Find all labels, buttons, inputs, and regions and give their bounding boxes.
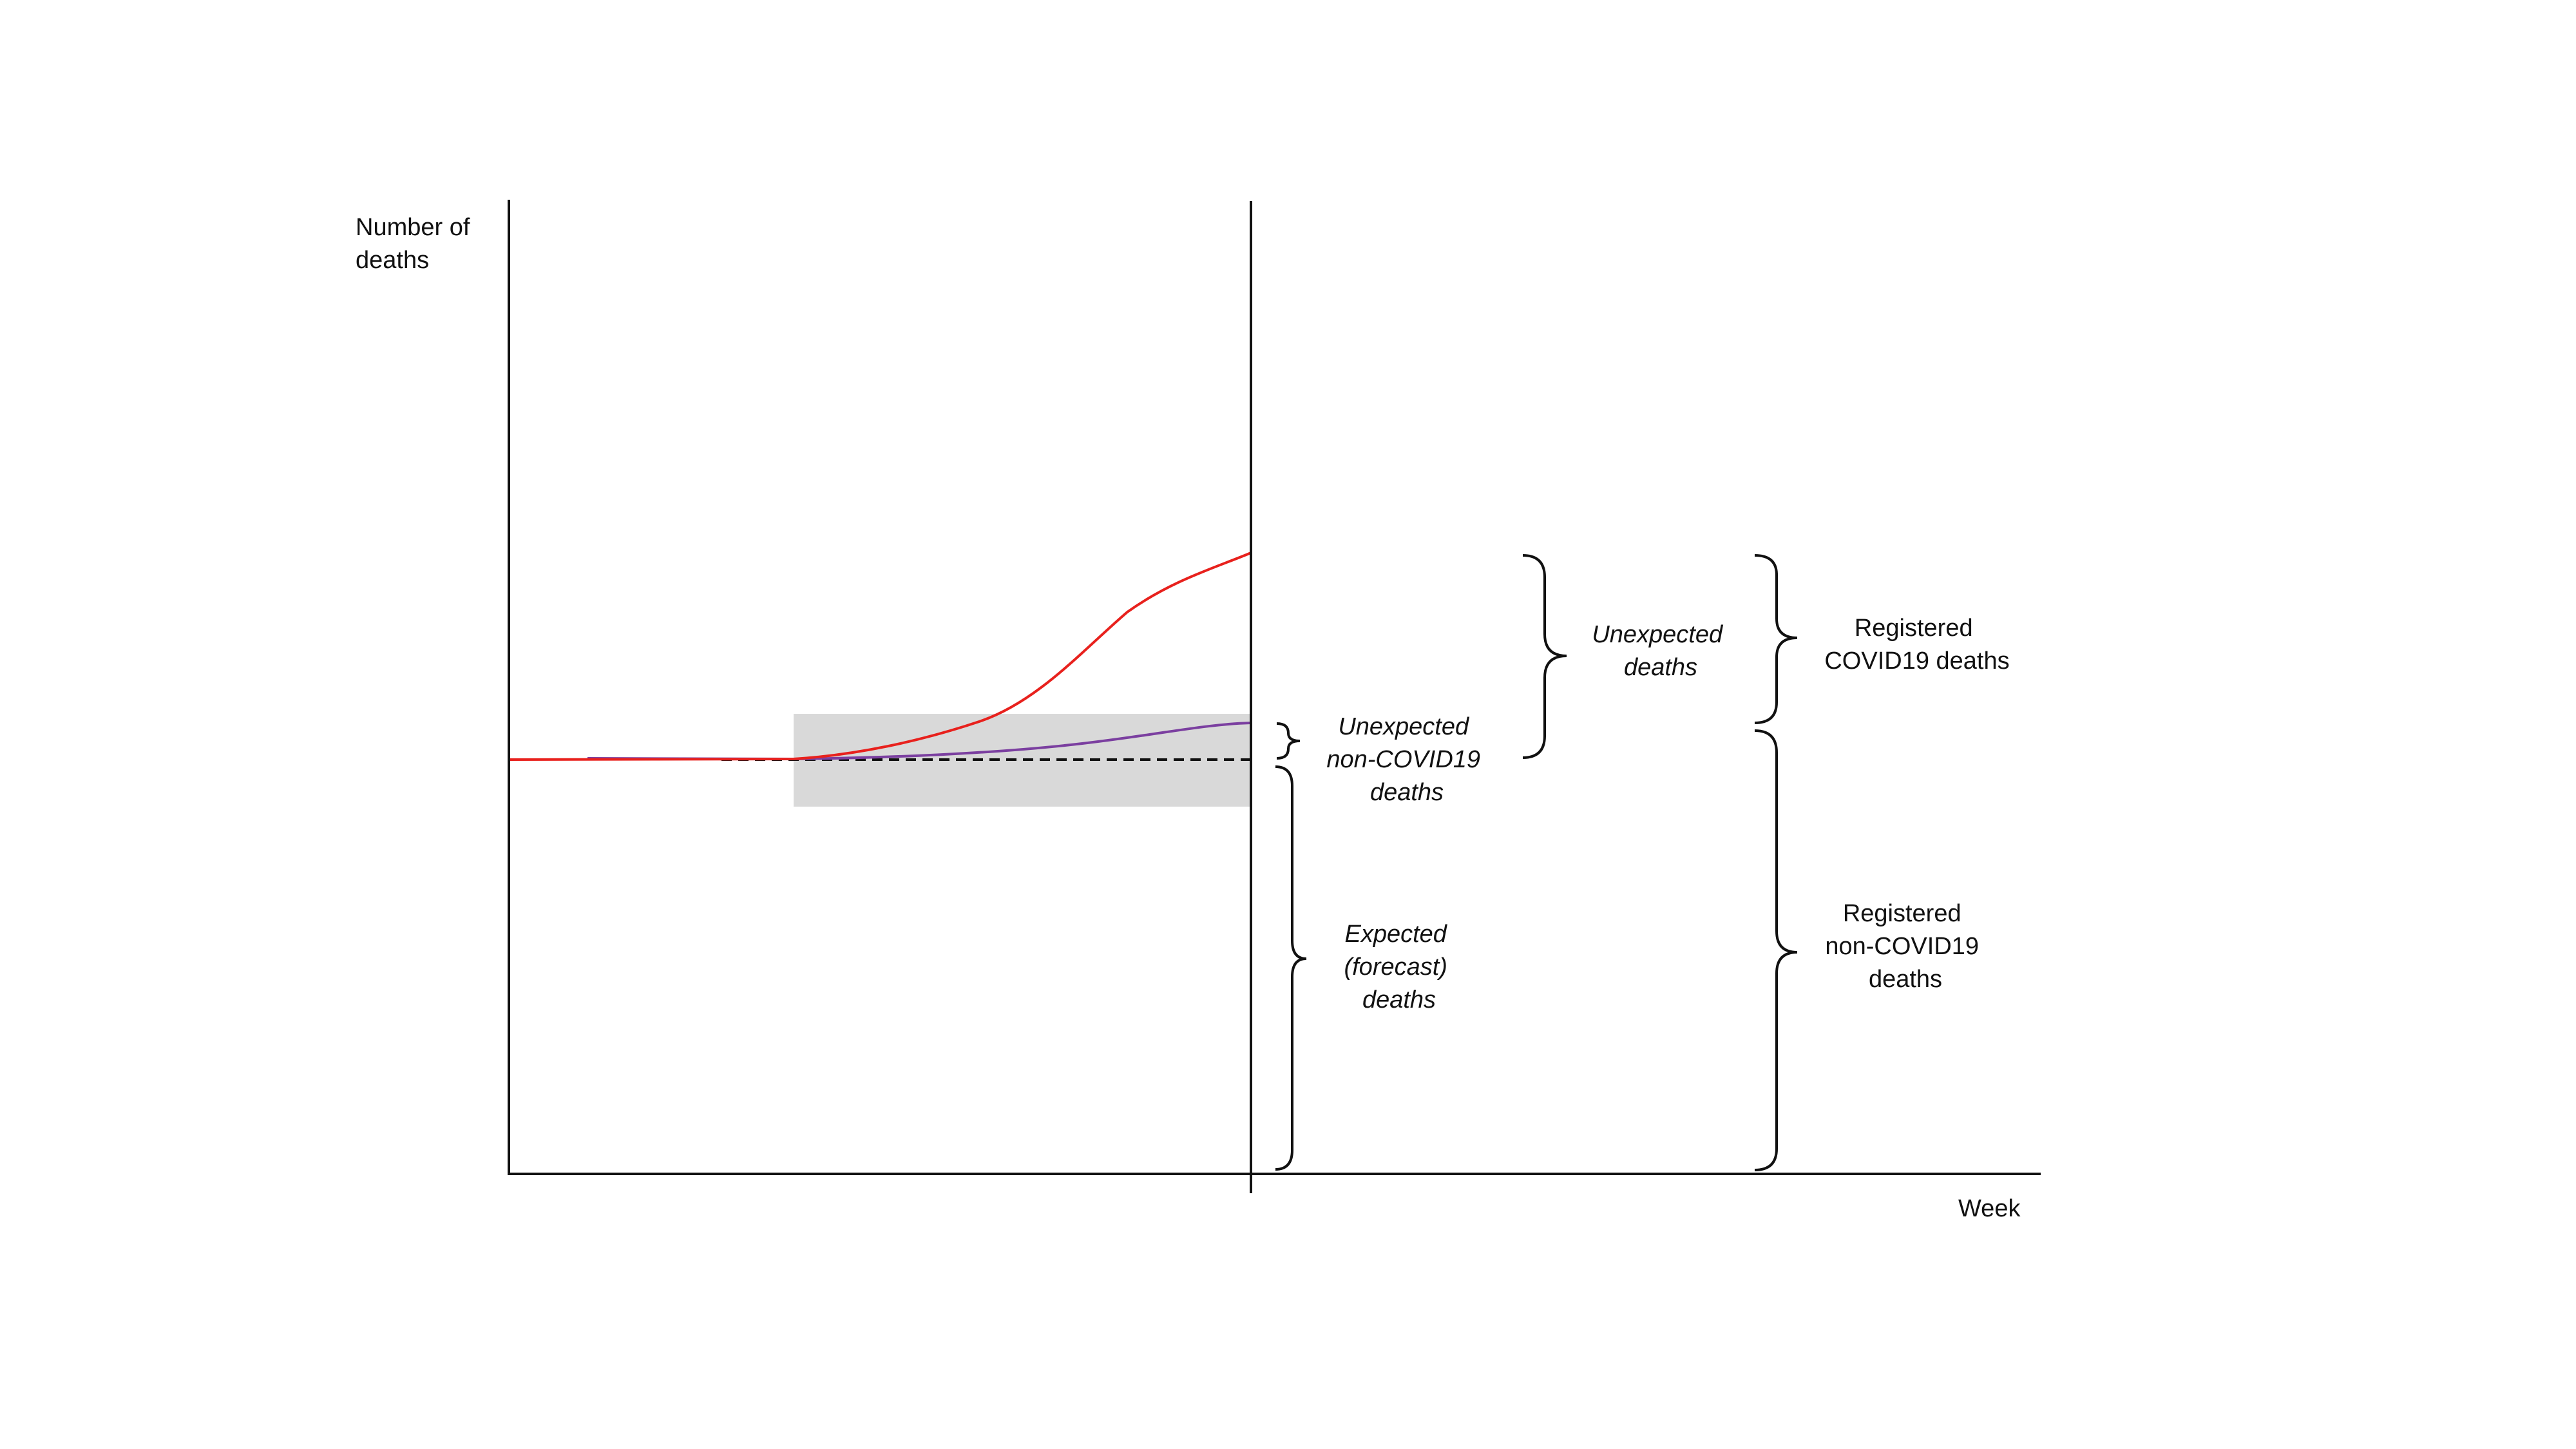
non-covid-deaths-line [587,722,1252,761]
brace-registered-non-covid [1754,729,1798,1171]
y-axis-label: Number of deaths [356,214,477,274]
brace-registered-covid [1754,554,1798,724]
x-axis-label: Week [1958,1195,2021,1222]
label-expected-forecast: Expected (forecast) deaths [1344,921,1454,1013]
label-unexpected-non-covid: Unexpected non-COVID19 deaths [1326,713,1487,806]
brace-unexpected-non-covid [1276,722,1301,760]
brace-unexpected-deaths [1522,554,1567,759]
label-unexpected-deaths: Unexpected deaths [1592,621,1729,681]
registered-deaths-line [508,552,1252,761]
brace-expected-forecast [1275,765,1307,1171]
label-registered-covid: Registered COVID19 deaths [1824,615,2009,675]
label-registered-non-covid: Registered non-COVID19 deaths [1825,900,1985,993]
